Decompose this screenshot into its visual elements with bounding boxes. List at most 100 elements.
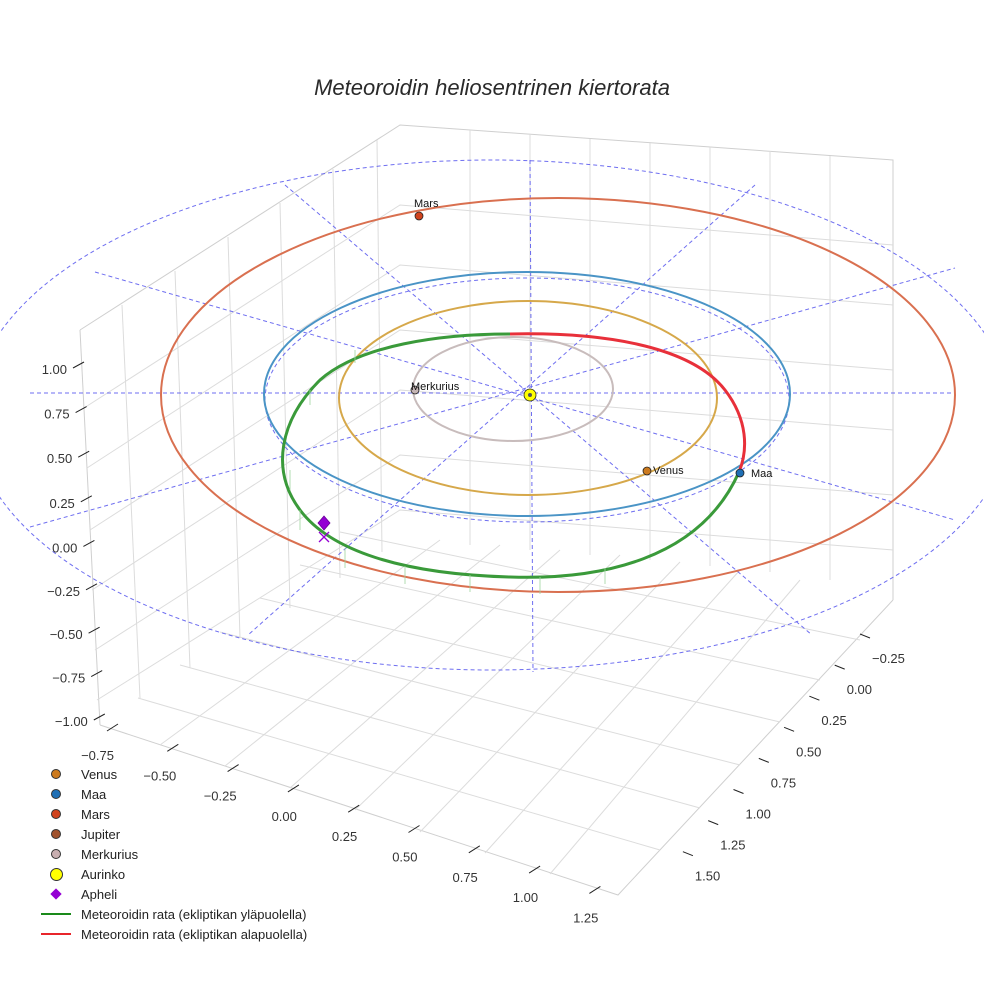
y-tick-mark (783, 726, 795, 732)
y-tick-label: −0.25 (872, 651, 905, 666)
legend-label: Meteoroidin rata (ekliptikan yläpuolella… (81, 906, 307, 922)
legend-label: Jupiter (81, 826, 121, 842)
z-tick-label: −0.50 (50, 627, 83, 642)
mars-label: Mars (414, 198, 439, 210)
z-tick-mark (83, 539, 95, 547)
y-tick-mark (708, 820, 719, 826)
y-tick-mark (682, 851, 694, 857)
legend-item: Meteoroidin rata (ekliptikan alapuolella… (40, 924, 460, 944)
ecliptic-axis-v (529, 159, 534, 673)
x-tick-label: 0.25 (332, 829, 357, 844)
z-tick-mark (72, 361, 85, 369)
legend-label: Venus (81, 766, 118, 782)
ecliptic-outer-circle (0, 159, 984, 671)
z-tick-mark (77, 450, 90, 458)
ecliptic-reference (0, 159, 984, 673)
z-tick-mark (93, 713, 106, 721)
meteoroid-orbit-below (509, 332, 747, 473)
planet-markers: Merkurius Venus Maa Mars (317, 198, 773, 543)
back-pane-verticals (121, 130, 831, 699)
aphelion-marker (317, 515, 331, 531)
y-tick-label: 0.00 (847, 682, 872, 697)
merkurius-label: Merkurius (411, 381, 460, 393)
axis-ticks: −0.75 −0.50 −0.25 0.00 0.25 0.50 0.75 1.00 1.25 −… (42, 361, 905, 925)
x-tick-mark (528, 865, 541, 874)
x-tick-label: 0.50 (392, 850, 417, 865)
x-tick-label: 1.25 (573, 910, 598, 925)
venus-marker (642, 466, 652, 476)
y-tick-mark (859, 633, 871, 639)
x-tick-label: 0.00 (272, 809, 297, 824)
x-tick-mark (167, 743, 179, 752)
legend-marker (40, 824, 72, 844)
planet-orbits (160, 197, 956, 593)
mars-marker (414, 211, 424, 221)
back-pane-horizontals (83, 204, 894, 701)
ecliptic-diag-3 (284, 184, 813, 636)
legend-marker (40, 784, 72, 804)
y-tick-label: 0.25 (821, 713, 846, 728)
y-tick-label: 1.25 (720, 838, 745, 853)
x-tick-mark (347, 804, 360, 813)
meteoroid-orbit (281, 332, 747, 594)
z-tick-label: −0.75 (52, 671, 85, 686)
x-tick-mark (589, 885, 601, 894)
aphelion-projection-x (318, 531, 330, 543)
z-tick-mark (75, 406, 87, 414)
legend: Venus Maa Mars Jupiter Merkurius Aurinko Aphel… (40, 764, 460, 944)
legend-label: Apheli (81, 886, 118, 902)
meteoroid-orbit-above (281, 332, 741, 579)
z-tick-label: 0.50 (47, 451, 72, 466)
legend-item: Jupiter (40, 824, 460, 844)
z-tick-mark (90, 670, 103, 678)
legend-label: Aurinko (81, 866, 126, 882)
x-tick-label: −0.50 (143, 768, 176, 783)
legend-marker (40, 924, 72, 944)
z-tick-label: −0.25 (47, 584, 80, 599)
z-tick-label: 0.75 (44, 407, 69, 422)
legend-marker (40, 864, 72, 884)
meteoroid-drop-lines (289, 350, 606, 594)
maa-label: Maa (751, 468, 773, 480)
legend-item: Mars (40, 804, 460, 824)
y-tick-label: 0.50 (796, 744, 821, 759)
z-tick-label: 0.00 (52, 540, 77, 555)
legend-item: Apheli (40, 884, 460, 904)
z-tick-label: 1.00 (42, 362, 67, 377)
y-tick-mark (809, 695, 820, 701)
sun-core (528, 393, 532, 397)
floor-pane (99, 599, 894, 896)
z-tick-label: −1.00 (55, 714, 88, 729)
legend-item: Venus (40, 764, 460, 784)
maa-marker (735, 468, 745, 478)
z-tick-mark (85, 583, 98, 591)
legend-marker (40, 804, 72, 824)
z-tick-label: 0.25 (49, 496, 74, 511)
z-tick-mark (88, 626, 100, 634)
left-pane-edge (79, 329, 101, 726)
legend-label: Merkurius (81, 846, 139, 862)
legend-marker (40, 884, 72, 904)
x-tick-label: 1.00 (513, 890, 538, 905)
x-tick-label: −0.25 (204, 789, 237, 804)
x-tick-mark (408, 825, 420, 833)
x-tick-mark (227, 764, 239, 773)
z-tick-mark (80, 495, 93, 503)
merkurius-marker (410, 385, 420, 395)
chart-title: Meteoroidin heliosentrinen kiertorata (314, 75, 670, 100)
axes-grid (79, 124, 894, 896)
x-tick-mark (106, 723, 119, 732)
venus-orbit (338, 300, 718, 496)
x-tick-mark (287, 784, 300, 793)
earth-orbit (263, 271, 791, 517)
x-tick-mark (468, 845, 481, 854)
ecliptic-diag-4 (247, 184, 756, 636)
y-tick-mark (733, 789, 744, 794)
legend-item: Maa (40, 784, 460, 804)
legend-item: Merkurius (40, 844, 460, 864)
ecliptic-diag-1 (94, 271, 956, 521)
y-tick-mark (758, 757, 769, 763)
legend-marker (40, 904, 72, 924)
legend-item: Aurinko (40, 864, 460, 884)
